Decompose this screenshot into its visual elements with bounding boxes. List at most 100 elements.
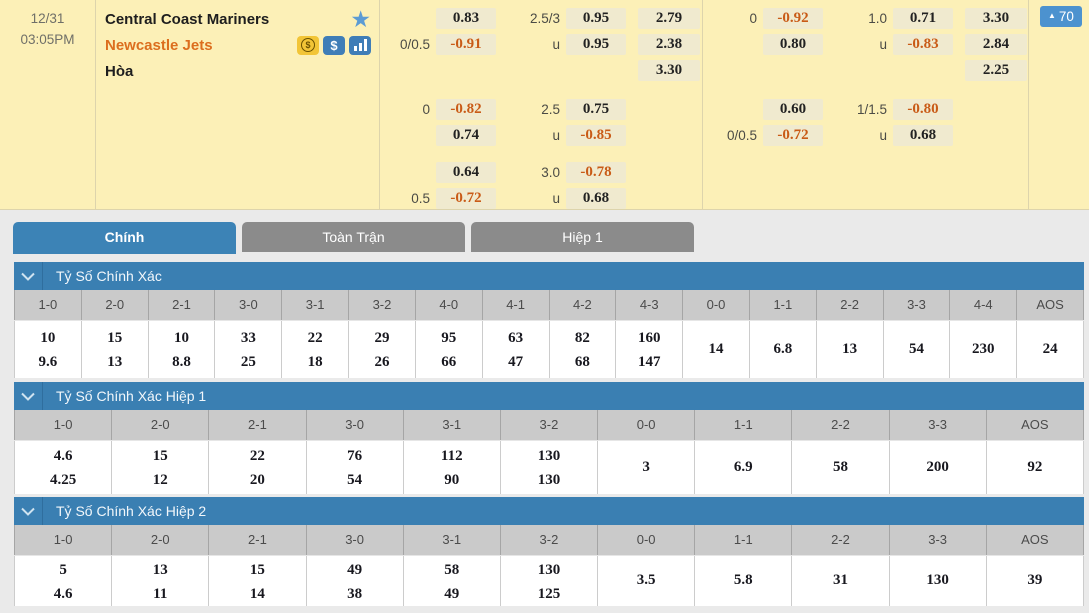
odds-value[interactable]: 2.84 <box>965 33 1027 55</box>
odds-cell[interactable]: 10 8.8 <box>147 320 216 378</box>
odds-cell[interactable]: 13 11 <box>111 555 210 606</box>
odds-value[interactable]: -0.72 <box>436 187 496 209</box>
stats-bars-icon[interactable] <box>349 35 371 55</box>
odds-value[interactable]: 0.68 <box>893 124 953 146</box>
money-back-icon[interactable]: $ <box>297 35 319 55</box>
section-header[interactable]: Tỷ Số Chính Xác Hiệp 1 <box>14 382 1084 410</box>
tab-toan-tran[interactable]: Toàn Trận <box>242 222 465 252</box>
odds-cell[interactable]: 82 68 <box>548 320 617 378</box>
draw-odds: 3 <box>642 458 650 475</box>
section-title: Tỷ Số Chính Xác Hiệp 2 <box>56 503 207 519</box>
away-odds: 4.6 <box>53 585 73 602</box>
chevron-down-icon[interactable] <box>14 382 43 410</box>
score-header: 0-0 <box>597 410 696 441</box>
odds-cell[interactable]: 49 38 <box>305 555 404 606</box>
odds-cell[interactable]: 29 26 <box>348 320 416 378</box>
odds-value[interactable]: 0.74 <box>436 124 496 146</box>
odds-block: 0.64 3.0 -0.78 0.5 -0.72 u 0.68 <box>388 159 702 211</box>
odds-cell[interactable]: 130 125 <box>499 555 599 606</box>
odds-cell[interactable]: 58 49 <box>402 555 501 606</box>
odds-cell[interactable]: 15 12 <box>111 440 210 494</box>
section-header[interactable]: Tỷ Số Chính Xác <box>14 262 1084 290</box>
odds-cell[interactable]: 58 <box>791 440 890 494</box>
odds-cell[interactable]: 200 <box>888 440 987 494</box>
odds-value[interactable]: 0.95 <box>566 33 626 55</box>
section-header[interactable]: Tỷ Số Chính Xác Hiệp 2 <box>14 497 1084 525</box>
odds-cell[interactable]: 6.8 <box>748 320 817 378</box>
odds-value[interactable]: 0.75 <box>566 98 626 120</box>
odds-cell[interactable]: 14 <box>682 320 750 378</box>
odds-cell[interactable]: 130 <box>888 555 987 606</box>
odds-value[interactable]: -0.83 <box>893 33 953 55</box>
odds-cell[interactable]: 160 147 <box>615 320 684 378</box>
odds-cell[interactable]: 92 <box>985 440 1085 494</box>
odds-cell[interactable]: 4.6 4.25 <box>13 440 113 494</box>
score-header: 2-0 <box>80 290 149 321</box>
odds-cell[interactable]: 76 54 <box>305 440 404 494</box>
chevron-down-icon[interactable] <box>14 262 43 290</box>
chevron-down-icon[interactable] <box>14 497 43 525</box>
score-header: 3-3 <box>882 290 951 321</box>
away-odds: 47 <box>508 354 524 371</box>
away-odds: 11 <box>153 585 168 602</box>
bet-count-badge[interactable]: ▲ 70 <box>1040 5 1082 27</box>
tab-chinh[interactable]: Chính <box>13 222 236 254</box>
odds-cell[interactable]: 95 66 <box>414 320 483 378</box>
odds-value[interactable]: -0.80 <box>893 98 953 120</box>
odds-value[interactable]: 0.64 <box>436 161 496 183</box>
odds-cell[interactable]: 10 9.6 <box>14 320 82 378</box>
odds-value[interactable]: -0.92 <box>763 7 823 29</box>
odds-cell[interactable]: 22 20 <box>208 440 307 494</box>
odds-value[interactable]: 2.79 <box>638 7 700 29</box>
home-odds: 22 <box>249 448 265 465</box>
odds-value[interactable]: 3.30 <box>965 7 1027 29</box>
odds-cell[interactable]: 39 <box>985 555 1085 606</box>
odds-value[interactable]: -0.72 <box>763 124 823 146</box>
odds-cell[interactable]: 112 90 <box>402 440 501 494</box>
score-header: 2-0 <box>111 410 210 441</box>
odds-value[interactable]: -0.82 <box>436 98 496 120</box>
favorite-star-icon[interactable]: ★ <box>350 6 371 32</box>
odds-cell[interactable]: 130 130 <box>499 440 599 494</box>
odds-value[interactable]: 0.68 <box>566 187 626 209</box>
odds-value[interactable]: 2.25 <box>965 59 1027 81</box>
away-odds: 25 <box>240 354 256 371</box>
odds-value[interactable]: 0.80 <box>763 33 823 55</box>
odds-value[interactable]: -0.91 <box>436 33 496 55</box>
odds-cell[interactable]: 24 <box>1016 320 1084 378</box>
away-team-name: Newcastle Jets <box>105 36 213 54</box>
odds-cell[interactable]: 3 <box>597 440 696 494</box>
odds-cell[interactable]: 230 <box>949 320 1018 378</box>
odds-cell[interactable]: 33 25 <box>214 320 283 378</box>
odds-cell[interactable]: 6.9 <box>694 440 793 494</box>
odds-value[interactable]: 0.71 <box>893 7 953 29</box>
odds-cell[interactable]: 54 <box>882 320 951 378</box>
score-header: 1-0 <box>13 410 113 441</box>
draw-odds: 92 <box>1027 458 1043 475</box>
odds-value[interactable]: 0.95 <box>566 7 626 29</box>
draw-odds: 230 <box>972 340 995 357</box>
score-header: AOS <box>1016 290 1084 321</box>
odds-cell[interactable]: 31 <box>791 555 890 606</box>
odds-cell[interactable]: 3.5 <box>597 555 696 606</box>
cash-dollar-icon[interactable]: $ <box>323 35 345 55</box>
odds-line-label: u <box>879 127 887 143</box>
draw-label: Hòa <box>105 62 134 80</box>
odds-cell[interactable]: 15 14 <box>208 555 307 606</box>
tab-hiep-1[interactable]: Hiệp 1 <box>471 222 694 252</box>
odds-line-label: u <box>552 36 560 52</box>
odds-cell[interactable]: 63 47 <box>481 320 550 378</box>
score-header: 2-1 <box>147 290 216 321</box>
score-header: 3-0 <box>305 525 404 556</box>
odds-cell[interactable]: 5.8 <box>694 555 793 606</box>
odds-value[interactable]: 0.60 <box>763 98 823 120</box>
odds-cell[interactable]: 5 4.6 <box>13 555 113 606</box>
odds-cell[interactable]: 22 18 <box>281 320 350 378</box>
odds-cell[interactable]: 13 <box>815 320 884 378</box>
odds-value[interactable]: -0.78 <box>566 161 626 183</box>
odds-value[interactable]: 3.30 <box>638 59 700 81</box>
odds-value[interactable]: 0.83 <box>436 7 496 29</box>
odds-value[interactable]: 2.38 <box>638 33 700 55</box>
odds-value[interactable]: -0.85 <box>566 124 626 146</box>
odds-cell[interactable]: 15 13 <box>80 320 149 378</box>
